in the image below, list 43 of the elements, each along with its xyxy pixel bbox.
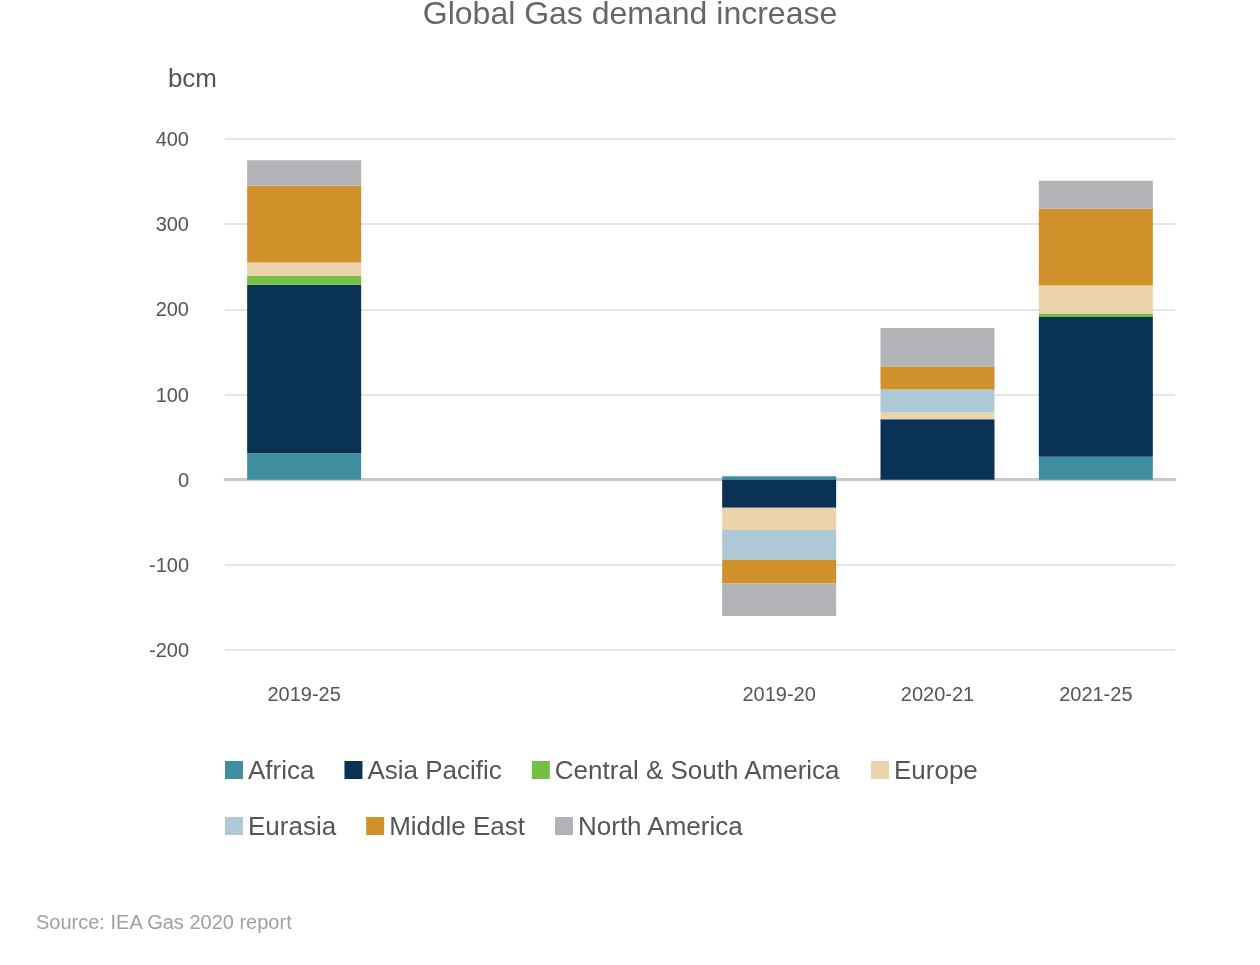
- bar: [722, 507, 837, 530]
- bar: [247, 276, 362, 285]
- bar: [722, 476, 837, 480]
- bar: [1038, 285, 1153, 314]
- bar: [1038, 180, 1153, 209]
- source-note: Source: IEA Gas 2020 report: [36, 911, 293, 933]
- legend-label: North America: [578, 811, 744, 841]
- bar: [247, 262, 362, 277]
- bar: [247, 453, 362, 480]
- y-axis-title: bcm: [167, 63, 217, 93]
- bar: [880, 389, 995, 413]
- x-tick-label: 2019-20: [742, 683, 816, 705]
- bar: [880, 412, 995, 420]
- y-tick-label: 400: [155, 128, 189, 150]
- bar: [247, 185, 362, 263]
- x-tick-label: 2020-21: [900, 683, 975, 705]
- y-tick-label: -100: [148, 553, 189, 576]
- legend-label: Middle East: [389, 811, 526, 841]
- y-tick-label: 200: [155, 298, 189, 321]
- bar: [880, 328, 995, 367]
- legend-label: Africa: [248, 755, 315, 785]
- bar: [1038, 208, 1153, 286]
- bar: [722, 529, 837, 560]
- legend-label: Central & South America: [554, 755, 841, 785]
- y-tick-label: 100: [155, 383, 189, 406]
- x-tick-label: 2019-25: [267, 683, 341, 705]
- bar: [722, 583, 837, 616]
- y-tick-label: 0: [177, 468, 189, 491]
- legend-label: Asia Pacific: [367, 755, 502, 785]
- chart-title: Global Gas demand increase: [422, 0, 838, 31]
- bar: [247, 284, 362, 454]
- bar: [722, 479, 837, 508]
- legend-label: Europe: [893, 755, 978, 785]
- x-tick-label: 2021-25: [1059, 683, 1133, 705]
- bar: [1038, 456, 1153, 480]
- legend-label: Eurasia: [248, 811, 337, 841]
- bar: [722, 559, 837, 584]
- bar: [880, 366, 995, 390]
- y-tick-label: 300: [155, 213, 189, 236]
- y-tick-label: -200: [148, 639, 189, 661]
- bar: [1038, 317, 1153, 457]
- bar: [247, 160, 362, 186]
- bar: [880, 419, 995, 480]
